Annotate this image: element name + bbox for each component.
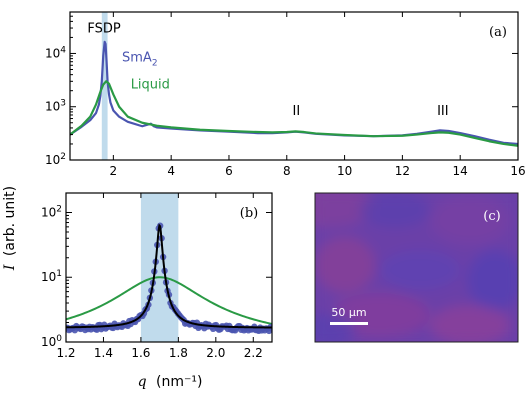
series-line-liquid [66, 276, 272, 325]
panel-b-x-label: q (nm⁻¹) [138, 374, 203, 390]
x-tick-label: 1.6 [131, 346, 150, 360]
x-tick-label: 1.2 [56, 346, 75, 360]
panel-a-label: (a) [489, 25, 507, 40]
x-tick-label: 2.0 [206, 346, 225, 360]
annotation-fsdp: FSDP [87, 21, 121, 36]
series-line-liquid [70, 80, 518, 147]
y-tick-label: 102 [41, 204, 62, 219]
panel-b-q-band [140, 193, 179, 342]
annotation-ii: II [293, 104, 301, 119]
scale-bar-label: 50 µm [331, 306, 366, 319]
y-tick-label: 101 [41, 269, 62, 284]
panel-b-label: (b) [240, 206, 258, 221]
series-line-sma2 [70, 40, 518, 146]
panel-a-axes-ticks: 2 4 6 8 10 12 14 16 102 103 104 [45, 11, 526, 178]
y-tick-label: 104 [45, 45, 66, 60]
x-tick-label: 1.4 [94, 346, 113, 360]
annotation-liquid: Liquid [131, 77, 170, 92]
x-tick-label: 2.2 [244, 346, 263, 360]
annotation-iii: III [437, 104, 449, 119]
panel-b-axes-ticks: 1.2 1.4 1.6 1.8 2.0 2.2 100 101 102 [41, 192, 272, 360]
y-tick-label: 102 [45, 152, 66, 167]
panel-c-label: (c) [483, 209, 500, 224]
panel-a-q-band [101, 12, 108, 160]
x-tick-label: 2 [110, 164, 118, 178]
panel-b-frame [65, 192, 273, 343]
x-tick-label: 4 [167, 164, 175, 178]
panel-b-curves [66, 222, 272, 335]
x-tick-label: 1.8 [169, 346, 188, 360]
y-tick-label: 100 [41, 334, 62, 349]
panel-c-micrograph: (c) 50 µm [314, 192, 519, 343]
x-tick-label: 10 [337, 164, 352, 178]
x-tick-label: 16 [510, 164, 525, 178]
panel-b: 1.2 1.4 1.6 1.8 2.0 2.2 100 101 102 (b) q (nm⁻¹) [41, 192, 273, 390]
panel-a-frame [69, 11, 519, 161]
scale-bar [330, 322, 368, 325]
series-line-fit [66, 223, 272, 329]
x-tick-label: 12 [395, 164, 410, 178]
annotation-sma2: SmA2 [122, 51, 158, 69]
x-tick-label: 14 [453, 164, 468, 178]
x-tick-label: 8 [283, 164, 291, 178]
panel-a-curves [70, 40, 518, 147]
y-tick-label: 103 [45, 99, 66, 114]
shared-y-label: I (arb. unit) [2, 186, 18, 271]
x-tick-label: 6 [225, 164, 233, 178]
